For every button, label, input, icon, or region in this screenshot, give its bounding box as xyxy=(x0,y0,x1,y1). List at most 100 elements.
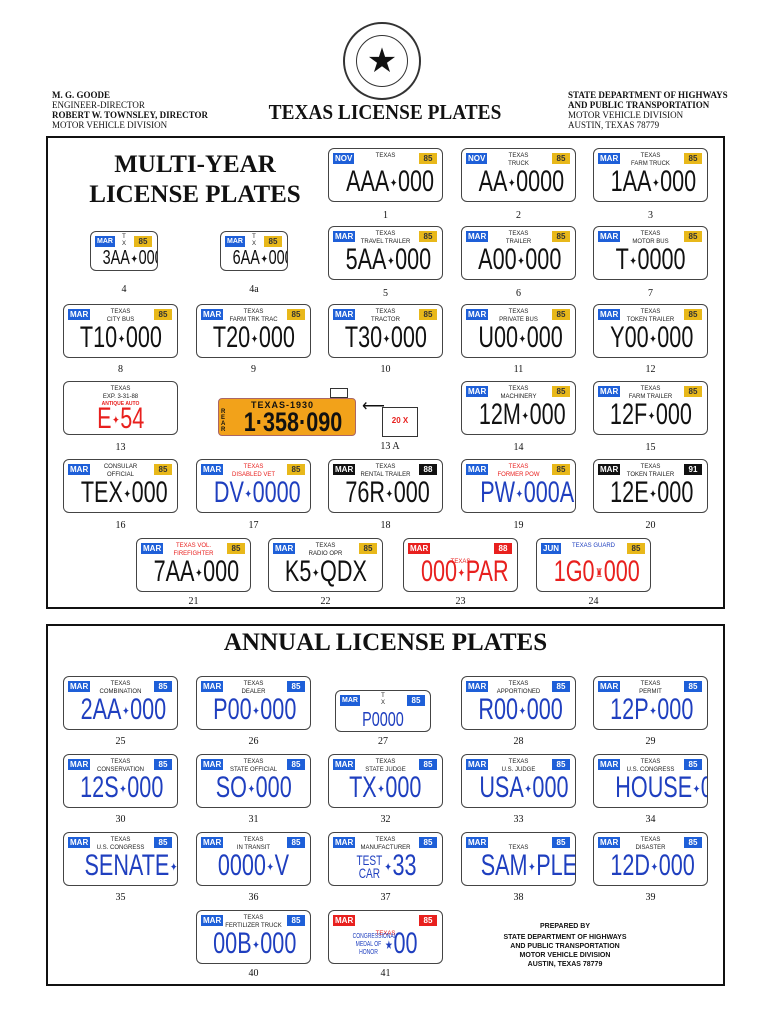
texas-star-icon: ✦ xyxy=(649,332,657,346)
texas-star-icon: ✦ xyxy=(385,487,394,501)
plate-number-label: 7 xyxy=(648,288,653,299)
prepared-line: MOTOR VEHICLE DIVISION xyxy=(519,952,611,959)
plate-text-left: 2AA xyxy=(80,692,122,726)
plate-number-label: 30 xyxy=(115,814,126,825)
license-plate-10: MAR 85 TEXAS TRACTOR T30✦000 xyxy=(328,304,443,358)
plate-text-left: Y00 xyxy=(610,320,649,354)
license-plate-41: MAR 85 TEXAS CONGRESSIONAL MEDAL OF HONOR★… xyxy=(328,910,443,964)
plate-text-right: 000 xyxy=(258,320,295,354)
plate-registration: TX✦000 xyxy=(329,770,442,804)
license-plate-36: MAR 85 TEXAS IN TRANSIT 0000✦V xyxy=(196,832,311,886)
month-badge: MAR xyxy=(333,231,356,242)
month-badge: MAR xyxy=(333,759,356,770)
plate-caption: TEXAS CONSERVATION xyxy=(96,759,144,773)
plate-caption: TEXAS GUARD xyxy=(571,543,615,549)
header-left-line: ROBERT W. TOWNSLEY, DIRECTOR xyxy=(52,110,208,120)
plate-number-label: 22 xyxy=(320,596,331,607)
plate-registration: T30✦000 xyxy=(329,322,442,354)
month-badge: MAR xyxy=(333,837,356,848)
license-plate-8: MAR 85 TEXAS CITY BUS T10✦000 xyxy=(63,304,178,358)
plate-text: 00B✦000 xyxy=(213,928,296,960)
registration-sticker: 85 xyxy=(684,386,702,397)
plate-caption: TEXAS IN TRANSIT xyxy=(236,837,271,851)
month-badge: NOV xyxy=(333,153,355,164)
year-sticker: 85 xyxy=(407,695,425,706)
year-sticker: 85 xyxy=(684,681,702,692)
month-badge: MAR xyxy=(201,915,224,926)
plate-text: T20✦000 xyxy=(212,320,295,354)
plate-text: 1AA✦000 xyxy=(611,166,697,198)
year-sticker: 85 xyxy=(552,759,570,770)
plate-text-right: 000 xyxy=(657,320,694,354)
plate-registration: P00✦000 xyxy=(197,694,310,726)
plate-text-left: 12S xyxy=(80,770,119,804)
plate-number-label: 5 xyxy=(383,288,388,299)
plate-registration: SAM✦PLE xyxy=(462,850,575,882)
month-badge: MAR xyxy=(598,386,621,397)
year-sticker: 91 xyxy=(684,464,702,475)
arrow-icon: ⟵ xyxy=(362,398,385,415)
plate-number-label: 24 xyxy=(588,596,599,607)
plate-caption: TEXAS xyxy=(508,845,529,851)
plate-text-left: T20 xyxy=(212,320,251,354)
plate-number-label: 41 xyxy=(380,968,391,979)
header-left: M. G. GOODE ENGINEER-DIRECTOR ROBERT W. … xyxy=(52,90,208,130)
year-sticker: 85 xyxy=(684,759,702,770)
plate-registration: HOUSE✦00 xyxy=(594,771,707,804)
registration-sticker: 85 xyxy=(419,309,437,320)
plate-text-left: DV xyxy=(213,475,244,509)
plate-text-right: PAR xyxy=(465,554,509,588)
year-sticker: 85 xyxy=(684,837,702,848)
plate-text-right: 54 xyxy=(120,401,145,435)
plate-number-label: 3 xyxy=(648,210,653,221)
year-sticker: 85 xyxy=(154,837,172,848)
plate-caption: TEXAS VOL. FIREFIGHTER xyxy=(173,543,214,557)
texas-star-icon: ✦ xyxy=(252,938,260,952)
plate-text: AA✦0000 xyxy=(479,166,565,198)
plate-number-label: 10 xyxy=(380,364,391,375)
texas-star-icon: ✦ xyxy=(387,254,395,268)
plate-text: A00✦000 xyxy=(478,244,561,276)
plate-registration: 2AA✦000 xyxy=(64,692,177,726)
prepared-line: STATE DEPARTMENT OF HIGHWAYS xyxy=(503,934,627,941)
plate-text-right: 000 xyxy=(657,475,694,509)
plate-registration: PW✦000A xyxy=(462,477,575,509)
plate-number-label: 14 xyxy=(513,442,524,453)
month-badge: MAR xyxy=(333,464,356,475)
plate-registration: 00B✦000 xyxy=(197,928,310,960)
license-plate-26: MAR 85 TEXAS DEALER P00✦000 xyxy=(196,676,311,730)
year-sticker: 85 xyxy=(552,681,570,692)
plate-caption: TEXAS PRIVATE BUS xyxy=(499,309,538,323)
plate-caption: TEXAS COMBINATION xyxy=(99,681,142,695)
plate-text-left: AAA xyxy=(346,164,390,198)
plate-number-label: 19 xyxy=(513,520,524,531)
plate-text-right: 00 xyxy=(701,771,707,804)
plate-registration: 12M✦000 xyxy=(462,399,575,431)
texas-star-icon: ✦ xyxy=(524,782,532,796)
license-plate-33: MAR 85 TEXAS U.S. JUDGE USA✦000 xyxy=(461,754,576,808)
plate-text-right: 000 xyxy=(385,770,422,804)
plate-caption: T X xyxy=(121,234,126,247)
plate-number-label: 2 xyxy=(516,210,521,221)
plate-caption: TEXAS xyxy=(375,931,396,937)
license-plate-38: MAR 85 TEXAS SAM✦PLE xyxy=(461,832,576,886)
prepared-line: AUSTIN, TEXAS 78779 xyxy=(527,961,603,968)
plate-text: R00✦000 xyxy=(478,694,562,726)
plate-registration: DV✦0000 xyxy=(197,475,310,509)
plate-number-label: 9 xyxy=(251,364,256,375)
plate-text: TEST CAR ✦33 xyxy=(355,850,416,882)
plate-caption: TEXAS FARM TRK TRAC xyxy=(229,309,278,323)
plate-text-left: 6AA xyxy=(232,247,260,270)
plate-text: SO✦000 xyxy=(216,772,292,804)
year-sticker: 88 xyxy=(419,464,437,475)
plate-text: 1G0♜000 xyxy=(554,556,640,588)
month-badge: MAR xyxy=(598,153,621,164)
plate-text-left: 5AA xyxy=(345,242,387,276)
month-badge: NOV xyxy=(466,153,488,164)
title-line: MULTI-YEAR xyxy=(114,151,276,178)
license-plate-6: MAR 85 TEXAS TRAILER A00✦000 xyxy=(461,226,576,280)
prepared-by: PREPARED BY STATE DEPARTMENT OF HIGHWAYS… xyxy=(470,922,660,969)
plate-registration: U00✦000 xyxy=(462,322,575,354)
plate-caption: TEXAS DISASTER xyxy=(635,837,666,851)
